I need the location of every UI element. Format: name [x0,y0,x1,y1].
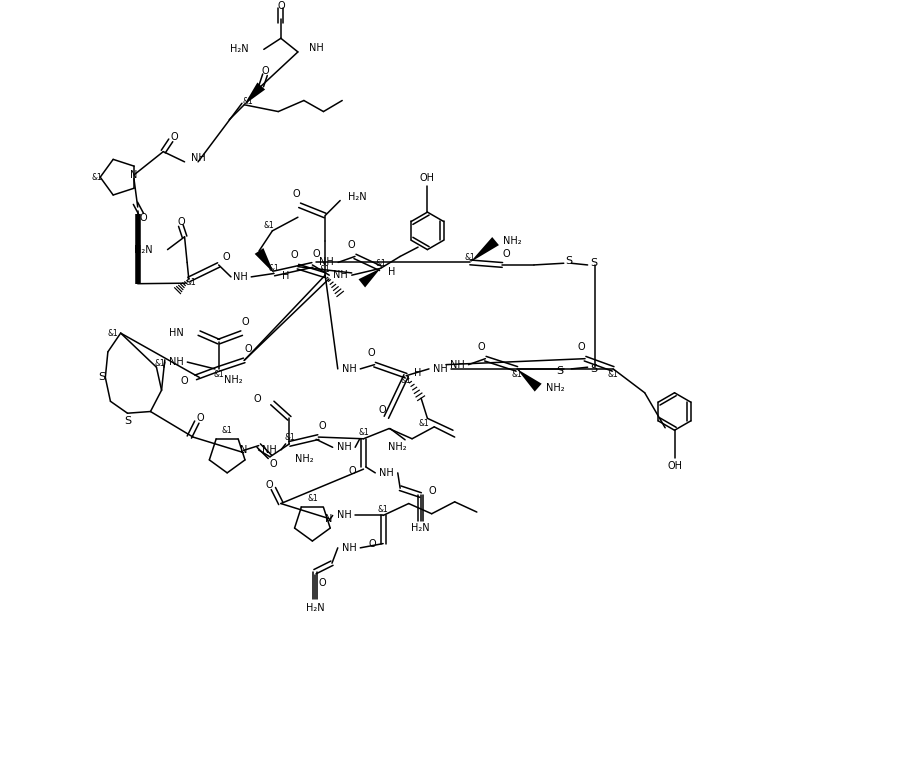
Text: H: H [414,368,421,377]
Polygon shape [470,237,499,262]
Text: S: S [124,415,131,426]
Text: &1: &1 [91,173,102,182]
Text: O: O [312,249,320,258]
Text: O: O [292,189,300,199]
Text: N: N [240,446,247,456]
Text: NH: NH [342,364,356,374]
Text: &1: &1 [269,265,280,274]
Text: &1: &1 [213,371,224,380]
Text: NH: NH [337,510,352,521]
Text: S: S [557,366,564,376]
Text: NH: NH [342,543,356,553]
Text: NH: NH [309,43,324,53]
Text: H₂N: H₂N [412,523,430,533]
Text: &1: &1 [511,370,522,379]
Text: NH: NH [379,468,394,478]
Text: NH: NH [169,357,184,367]
Text: NH₂: NH₂ [295,454,314,464]
Text: &1: &1 [358,428,369,437]
Text: O: O [181,376,188,386]
Text: O: O [367,349,375,359]
Text: &1: &1 [464,252,475,262]
Text: &1: &1 [243,96,253,105]
Text: NH: NH [190,153,205,163]
Text: O: O [270,459,278,469]
Text: H: H [388,267,395,277]
Text: &1: &1 [418,419,429,428]
Text: S: S [566,256,572,266]
Text: O: O [242,317,249,327]
Text: &1: &1 [401,377,412,386]
Text: NH: NH [262,445,277,455]
Text: &1: &1 [378,505,389,514]
Polygon shape [255,248,274,274]
Text: O: O [347,240,355,250]
Text: O: O [578,343,585,352]
Text: H: H [282,271,289,281]
Text: &1: &1 [222,426,233,434]
Text: H₂N: H₂N [348,192,366,202]
Text: &1: &1 [186,278,197,287]
Text: O: O [177,217,185,227]
Text: S: S [98,372,105,383]
Text: O: O [197,413,204,423]
Text: O: O [245,344,252,354]
Text: NH: NH [433,364,448,374]
Text: O: O [318,421,326,431]
Polygon shape [245,83,265,105]
Text: HN: HN [169,328,184,338]
Text: &1: &1 [608,370,618,379]
Text: H₂N: H₂N [306,603,324,613]
Polygon shape [358,268,380,287]
Text: &1: &1 [263,221,274,230]
Text: H₂N: H₂N [230,45,249,55]
Text: O: O [222,252,230,262]
Text: NH₂: NH₂ [545,383,564,393]
Text: OH: OH [420,174,435,183]
Text: &1: &1 [108,329,118,337]
Text: NH: NH [450,359,464,370]
Text: O: O [291,250,298,261]
Text: &1: &1 [155,359,165,368]
Text: NH₂: NH₂ [389,443,407,453]
Text: O: O [318,578,326,588]
Text: &1: &1 [375,258,386,268]
Text: O: O [478,343,485,352]
Text: N: N [325,513,332,524]
Text: O: O [254,394,261,404]
Polygon shape [517,369,542,392]
Text: S: S [590,365,597,374]
Text: OH: OH [667,461,682,471]
Text: N: N [130,170,138,180]
Text: O: O [277,2,284,11]
Text: S: S [590,258,597,268]
Text: NH₂: NH₂ [224,375,243,385]
Text: O: O [502,249,510,258]
Text: O: O [266,480,273,490]
Text: O: O [140,213,148,224]
Text: H₂N: H₂N [134,245,152,255]
Text: &1: &1 [319,265,330,274]
Text: O: O [378,405,387,415]
Text: O: O [428,487,436,496]
Text: &1: &1 [307,493,318,503]
Text: NH: NH [319,258,334,268]
Text: O: O [349,465,356,476]
Text: &1: &1 [284,434,294,443]
Text: NH: NH [333,270,348,280]
Text: NH: NH [233,272,247,282]
Text: NH: NH [337,443,352,453]
Text: O: O [261,66,269,76]
Text: O: O [171,132,178,142]
Text: NH₂: NH₂ [503,236,521,246]
Text: O: O [368,539,376,549]
